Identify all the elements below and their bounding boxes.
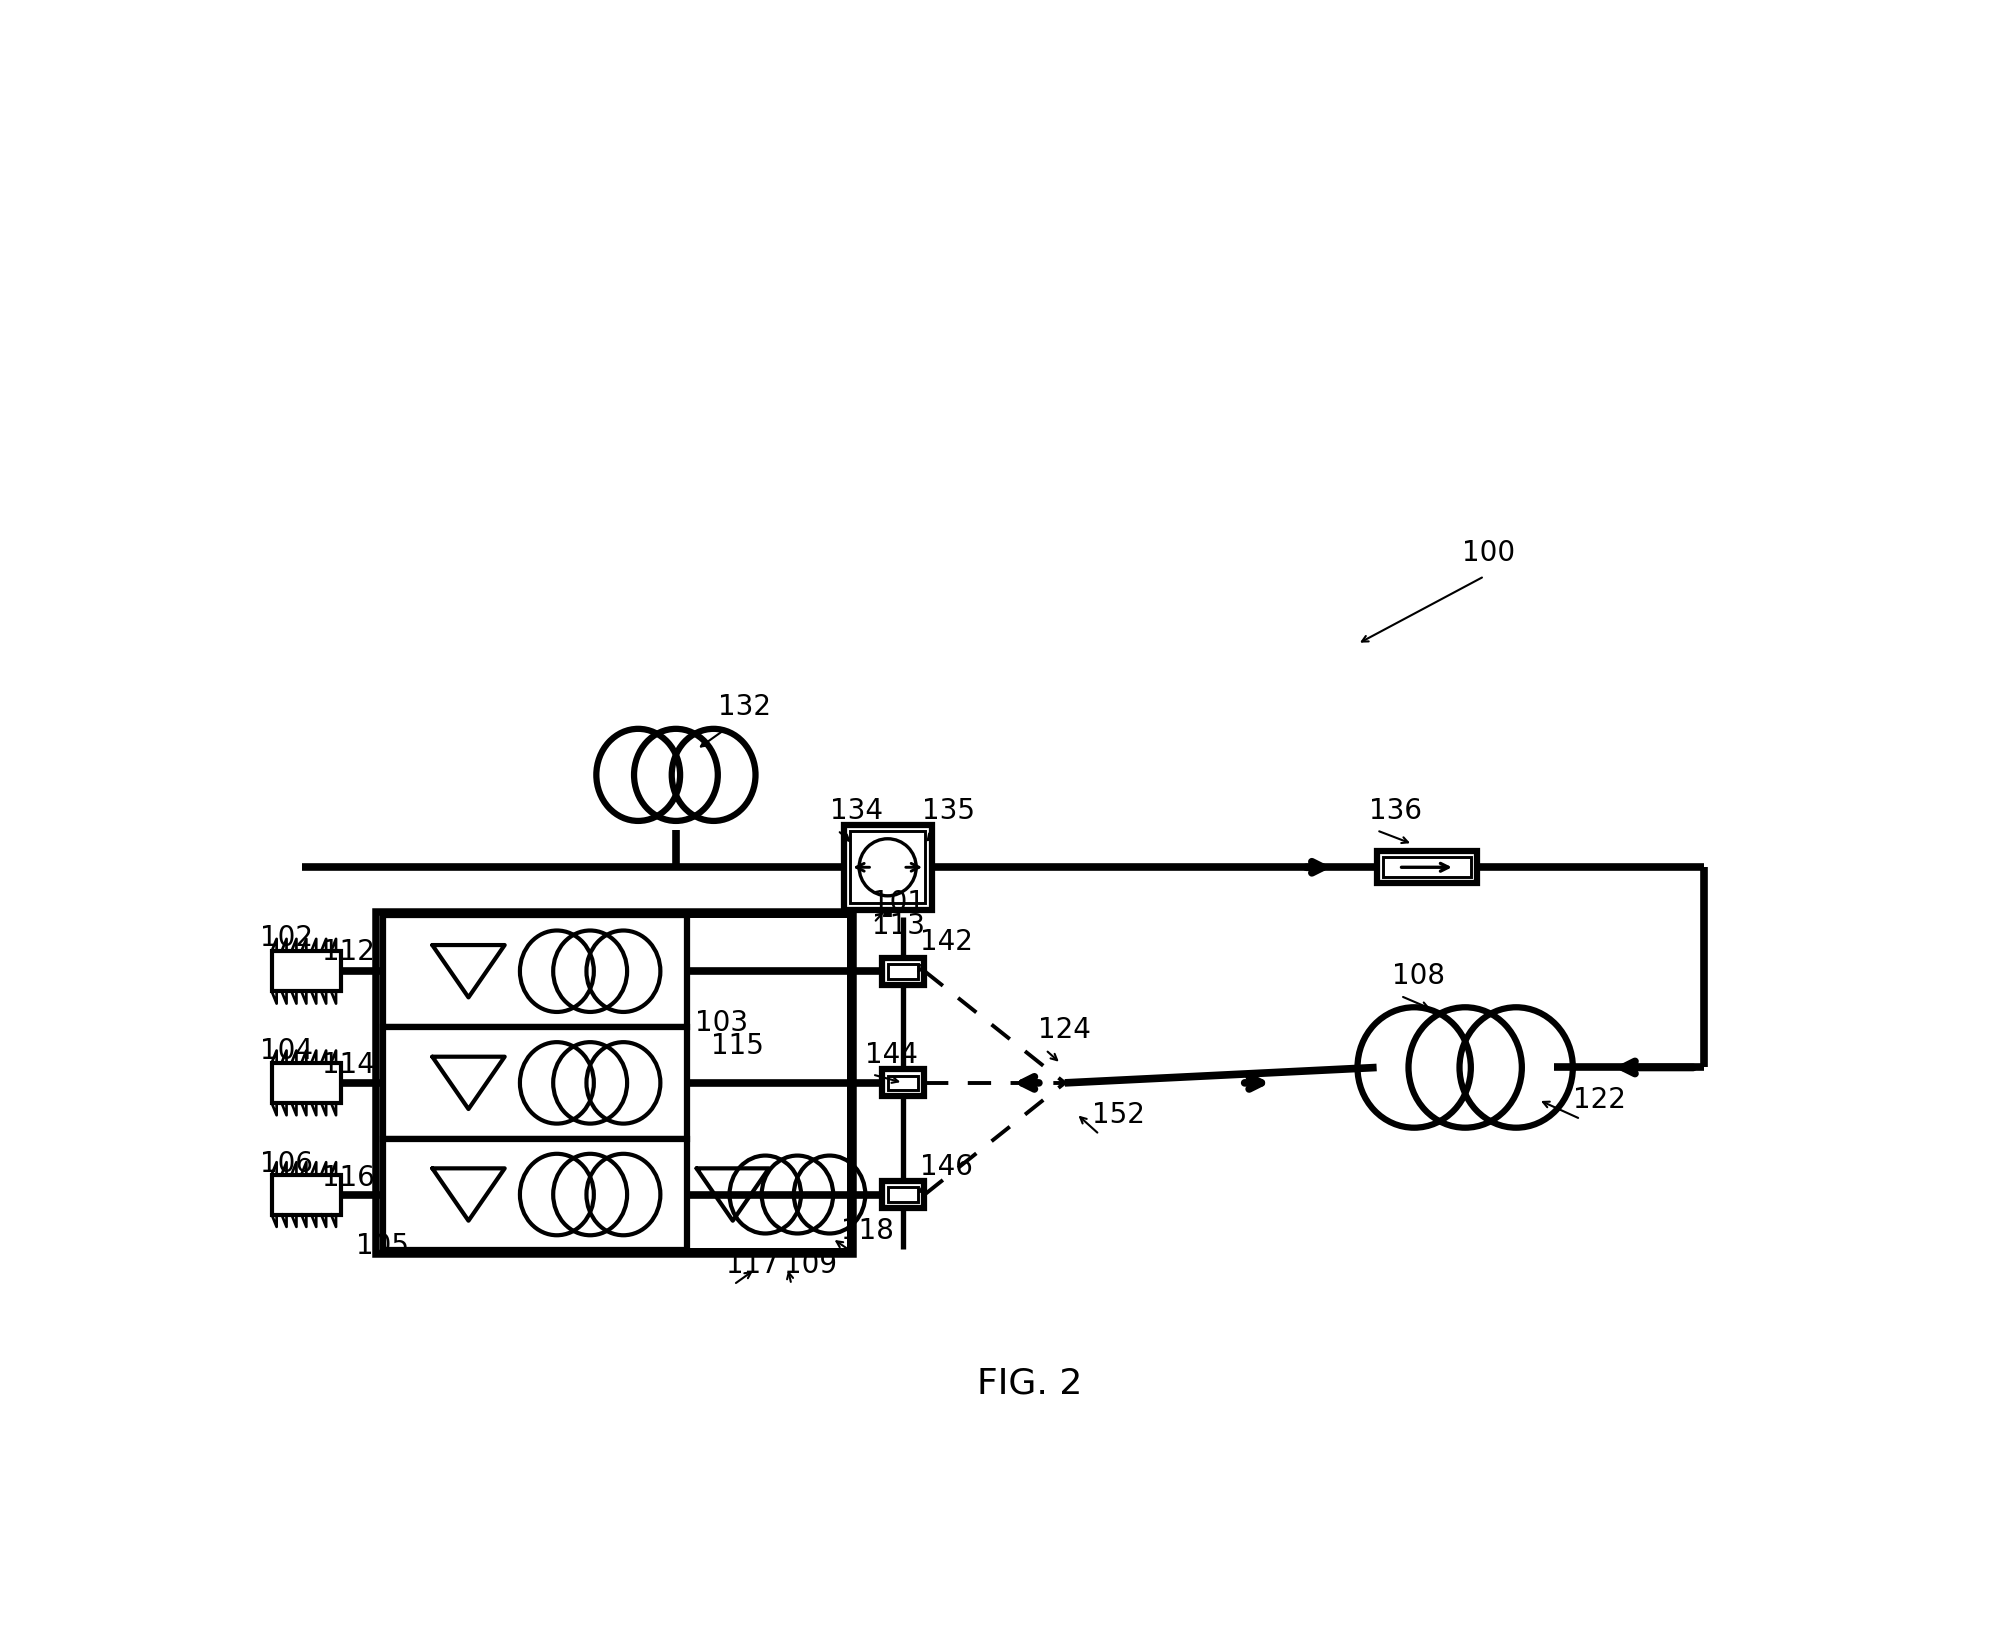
Bar — [384, 916, 687, 1027]
Text: 136: 136 — [1369, 796, 1421, 824]
Bar — [271, 951, 342, 991]
Bar — [888, 1186, 919, 1201]
Text: 124: 124 — [1037, 1017, 1091, 1044]
Text: 115: 115 — [712, 1031, 764, 1059]
Text: 103: 103 — [695, 1009, 748, 1036]
Text: 122: 122 — [1574, 1085, 1626, 1113]
Bar — [384, 1027, 687, 1139]
Text: 117: 117 — [726, 1252, 778, 1279]
Bar — [882, 958, 925, 984]
Text: 100: 100 — [1461, 539, 1516, 566]
Text: 114: 114 — [322, 1051, 374, 1079]
Text: 106: 106 — [259, 1151, 314, 1178]
Text: 105: 105 — [356, 1232, 410, 1260]
Text: 132: 132 — [718, 694, 772, 721]
Text: 135: 135 — [923, 796, 975, 824]
Text: FIG. 2: FIG. 2 — [977, 1366, 1083, 1400]
Bar — [850, 831, 925, 904]
Bar — [882, 1069, 925, 1097]
Bar — [882, 1182, 925, 1208]
Bar — [271, 1062, 342, 1103]
Text: 134: 134 — [830, 796, 882, 824]
Text: 104: 104 — [259, 1038, 314, 1066]
Bar — [271, 1175, 342, 1214]
Bar — [687, 916, 848, 1250]
Text: 101: 101 — [872, 889, 925, 917]
Bar — [384, 1139, 687, 1250]
Text: 112: 112 — [322, 938, 374, 966]
Bar — [888, 1075, 919, 1090]
Text: 108: 108 — [1393, 963, 1445, 991]
Text: 118: 118 — [842, 1216, 894, 1245]
Text: 102: 102 — [259, 924, 314, 951]
Bar — [1383, 857, 1471, 878]
Bar — [888, 965, 919, 979]
Bar — [376, 912, 852, 1255]
Bar — [844, 824, 931, 909]
Text: 146: 146 — [921, 1154, 973, 1182]
Text: 109: 109 — [784, 1252, 836, 1279]
Text: 116: 116 — [322, 1164, 374, 1193]
Text: 142: 142 — [921, 929, 973, 956]
Text: 113: 113 — [872, 912, 925, 940]
Text: 152: 152 — [1091, 1102, 1144, 1129]
Bar — [1377, 852, 1477, 883]
Text: 144: 144 — [864, 1041, 917, 1069]
